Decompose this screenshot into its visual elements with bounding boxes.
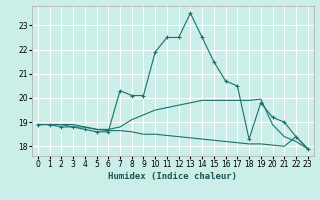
X-axis label: Humidex (Indice chaleur): Humidex (Indice chaleur) [108,172,237,181]
